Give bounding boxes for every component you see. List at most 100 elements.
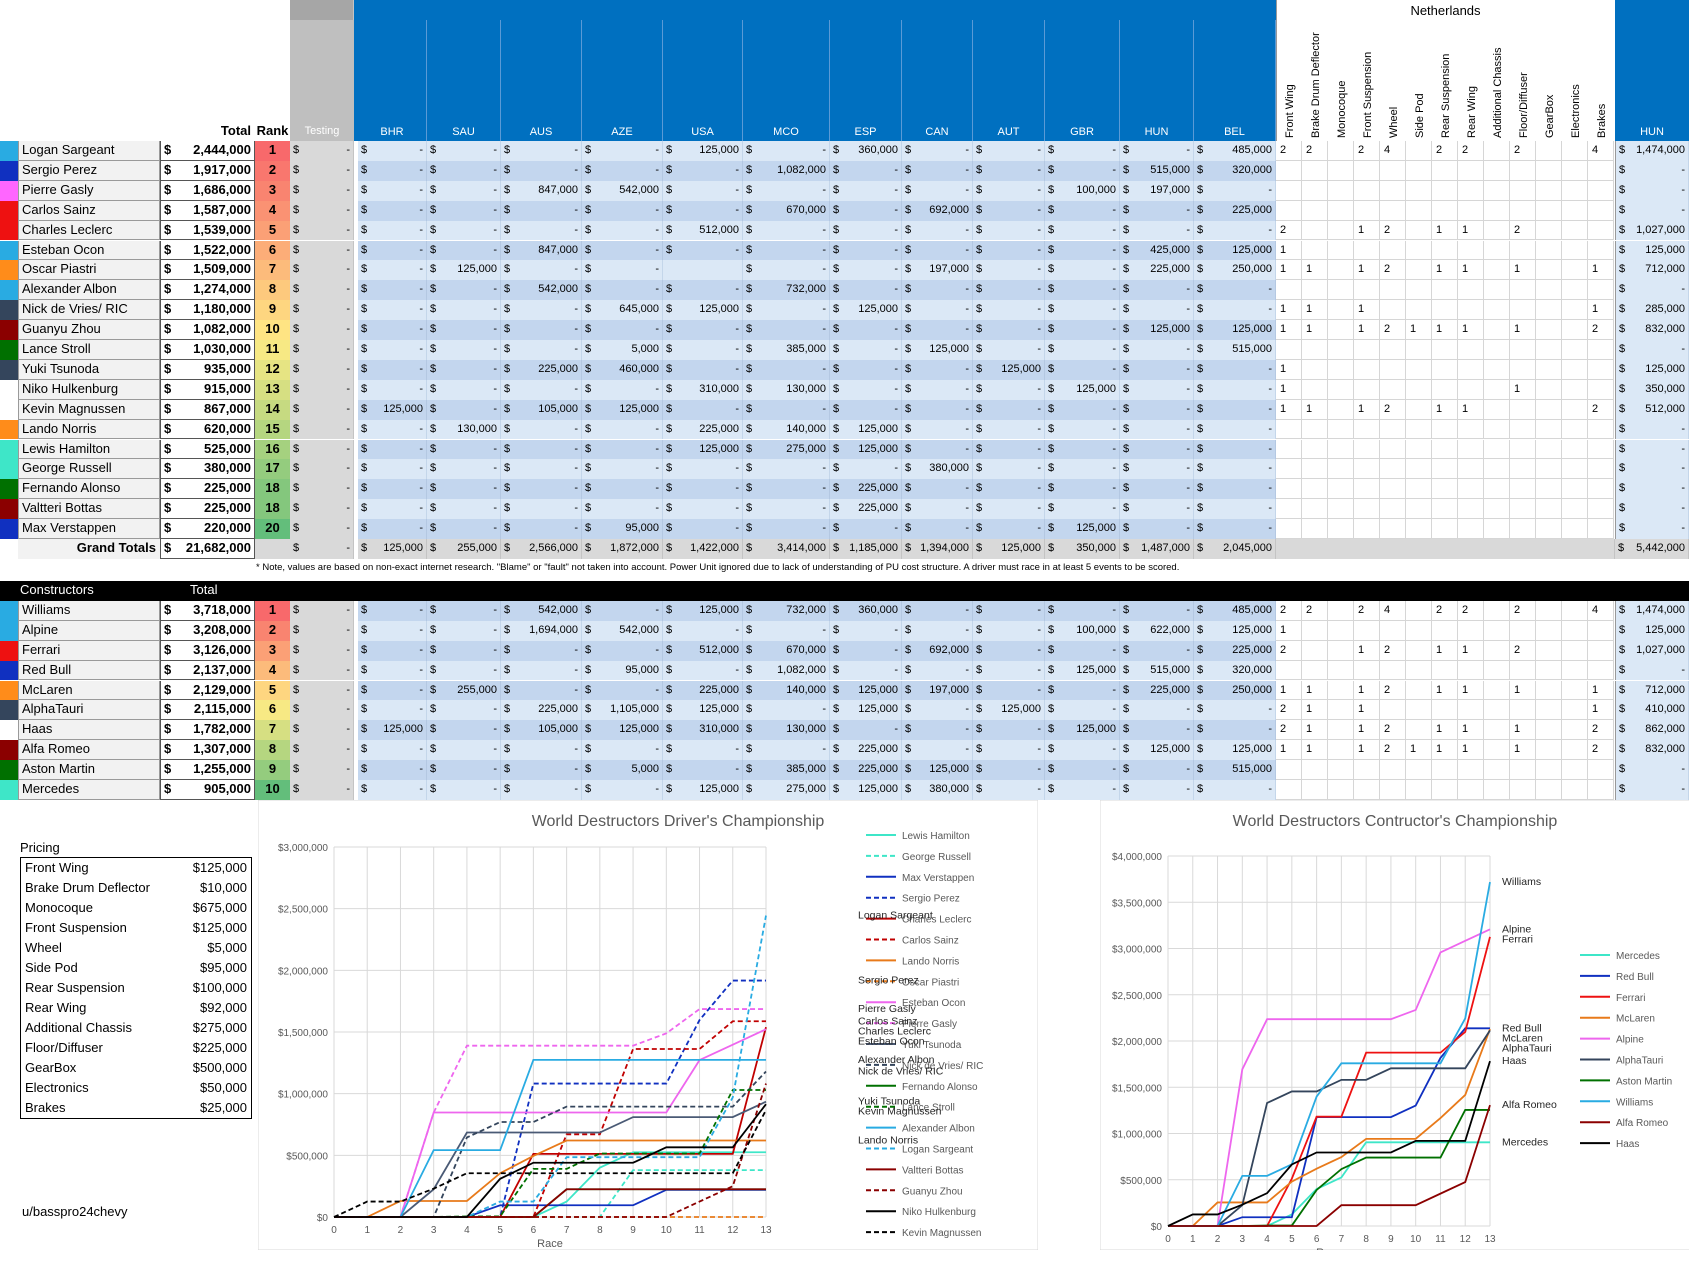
constructor-race-value: $ - bbox=[1194, 780, 1276, 800]
amount: - bbox=[894, 663, 898, 676]
constructor-part-count bbox=[1328, 620, 1354, 641]
amount: - bbox=[735, 323, 739, 336]
driver-part-count: 1 bbox=[1276, 300, 1302, 321]
amount: - bbox=[1268, 303, 1272, 316]
amount: - bbox=[655, 743, 659, 756]
driver-part-count: 1 bbox=[1276, 240, 1302, 261]
driver-race-value: $ - bbox=[743, 220, 830, 241]
dollar-sign: $ bbox=[905, 462, 912, 475]
x-tick-label: 0 bbox=[1165, 1234, 1171, 1245]
driver-hun-value: $ - bbox=[1615, 499, 1689, 520]
amount: 350,000 bbox=[1076, 542, 1116, 554]
constructor-part-count: 2 bbox=[1458, 600, 1484, 621]
dollar-sign: $ bbox=[1619, 323, 1626, 336]
amount: - bbox=[735, 362, 739, 375]
dollar-sign: $ bbox=[1123, 422, 1130, 435]
dollar-sign: $ bbox=[1048, 422, 1055, 435]
dollar-sign: $ bbox=[1048, 243, 1055, 256]
dollar-sign: $ bbox=[1197, 442, 1204, 455]
amount: - bbox=[346, 343, 350, 355]
amount: 125,000 bbox=[1645, 362, 1685, 375]
constructor-race-value: $197,000 bbox=[902, 680, 973, 701]
dollar-sign: $ bbox=[833, 243, 840, 256]
constructor-race-value: $ - bbox=[501, 740, 582, 761]
part-header: Front Wing bbox=[1284, 84, 1296, 138]
dollar-sign: $ bbox=[1048, 763, 1055, 776]
amount: 225,000 bbox=[858, 502, 898, 515]
constructor-race-value: $ - bbox=[973, 600, 1045, 621]
amount: - bbox=[822, 243, 826, 256]
constructor-part-count bbox=[1536, 740, 1562, 761]
driver-race-value: $ - bbox=[582, 240, 663, 261]
driver-race-value: $ - bbox=[501, 419, 582, 440]
amount: - bbox=[574, 522, 578, 535]
dollar-sign: $ bbox=[905, 703, 912, 716]
constructor-race-value: $ - bbox=[1045, 780, 1120, 800]
constructor-name: AlphaTauri bbox=[18, 700, 160, 721]
constructor-race-value: $ - bbox=[1120, 780, 1194, 800]
dollar-sign: $ bbox=[976, 663, 983, 676]
constructor-part-count: 1 bbox=[1432, 720, 1458, 741]
constructor-part-count bbox=[1562, 700, 1588, 721]
dollar-sign: $ bbox=[293, 183, 300, 196]
driver-color-swatch bbox=[0, 141, 18, 161]
legend-label: Oscar Piastri bbox=[902, 977, 959, 988]
driver-part-count bbox=[1536, 359, 1562, 380]
grand-race-total: $3,414,000 bbox=[743, 539, 830, 559]
driver-part-count bbox=[1588, 379, 1614, 400]
driver-race-value: $ - bbox=[427, 300, 501, 321]
driver-part-count bbox=[1484, 519, 1510, 539]
dollar-sign: $ bbox=[666, 382, 673, 395]
amount: - bbox=[346, 482, 350, 495]
driver-color-swatch bbox=[0, 200, 18, 221]
dollar-sign: $ bbox=[1123, 183, 1130, 196]
part-name: Side Pod bbox=[25, 960, 78, 975]
driver-rank: 12 bbox=[255, 359, 290, 380]
driver-race-value: $ - bbox=[1120, 379, 1194, 400]
series-end-label: Sergio Perez bbox=[858, 975, 919, 987]
dollar-sign: $ bbox=[905, 482, 912, 495]
amount: 380,000 bbox=[204, 460, 251, 476]
driver-race-value: $645,000 bbox=[582, 300, 663, 321]
driver-part-count bbox=[1484, 180, 1510, 201]
constructor-race-value: $125,000 bbox=[1045, 660, 1120, 681]
dollar-sign: $ bbox=[1123, 343, 1130, 355]
constructor-part-count bbox=[1588, 620, 1614, 641]
driver-race-value: $225,000 bbox=[830, 499, 902, 520]
driver-part-count bbox=[1354, 200, 1380, 221]
dollar-sign: $ bbox=[746, 223, 753, 236]
dollar-sign: $ bbox=[666, 223, 673, 236]
part-header: Wheel bbox=[1388, 106, 1400, 138]
amount: - bbox=[346, 183, 350, 196]
constructors-championship-chart: World Destructors Contructor's Champions… bbox=[1100, 800, 1689, 1250]
amount: - bbox=[346, 663, 350, 676]
driver-part-count bbox=[1562, 260, 1588, 281]
constructor-total: $2,115,000 bbox=[160, 700, 255, 721]
dollar-sign: $ bbox=[361, 763, 368, 776]
amount: - bbox=[1037, 382, 1041, 395]
amount: - bbox=[493, 643, 497, 656]
driver-part-count bbox=[1562, 479, 1588, 500]
x-tick-label: 13 bbox=[1484, 1234, 1496, 1245]
constructor-part-count bbox=[1328, 600, 1354, 621]
constructor-part-count: 1 bbox=[1406, 740, 1432, 761]
dollar-sign: $ bbox=[1619, 442, 1626, 455]
amount: 2,045,000 bbox=[1223, 542, 1272, 554]
dollar-sign: $ bbox=[1123, 683, 1130, 696]
driver-part-count: 1 bbox=[1406, 320, 1432, 340]
driver-race-value: $125,000 bbox=[973, 359, 1045, 380]
driver-part-count bbox=[1406, 519, 1432, 539]
legend-label: Alexander Albon bbox=[902, 1124, 975, 1135]
driver-part-count: 1 bbox=[1354, 399, 1380, 420]
driver-part-count bbox=[1302, 439, 1328, 460]
driver-part-count bbox=[1536, 320, 1562, 340]
driver-part-count bbox=[1484, 160, 1510, 181]
constructor-race-value: $ - bbox=[501, 640, 582, 661]
driver-total: $1,587,000 bbox=[160, 200, 255, 221]
driver-race-value: $ - bbox=[743, 519, 830, 539]
legend-label: Alpine bbox=[1616, 1035, 1644, 1046]
driver-race-value: $ - bbox=[902, 519, 973, 539]
driver-part-count bbox=[1458, 200, 1484, 221]
amount: - bbox=[655, 683, 659, 696]
amount: - bbox=[493, 243, 497, 256]
